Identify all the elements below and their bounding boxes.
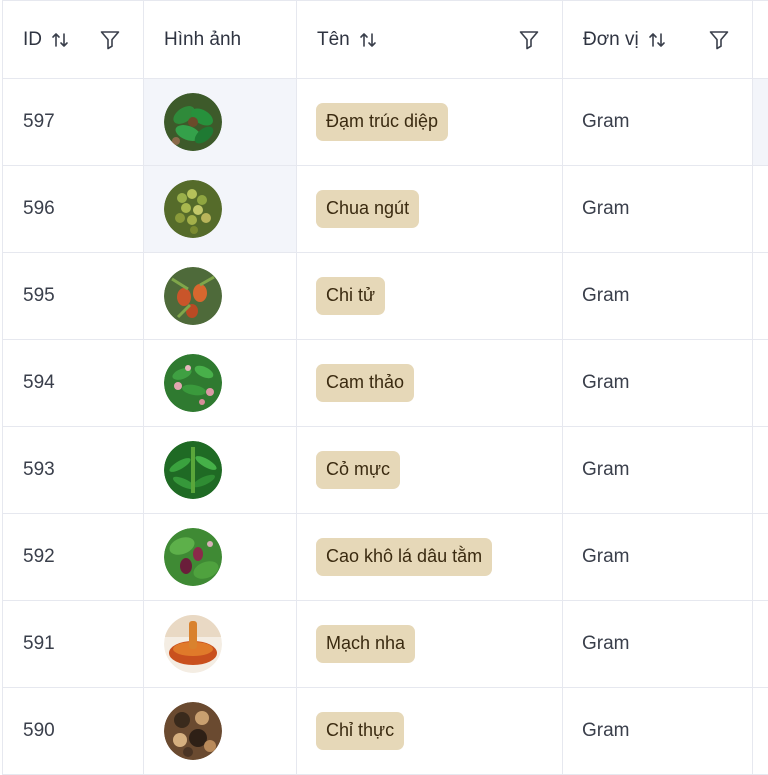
name-cell: Chi tử xyxy=(297,253,563,340)
name-tag[interactable]: Cao khô lá dâu tằm xyxy=(316,538,492,576)
image-cell xyxy=(144,253,297,340)
id-cell: 590 xyxy=(3,688,144,775)
extra-cell xyxy=(753,79,768,166)
berry-cluster-image xyxy=(164,180,222,238)
unit-cell: Gram xyxy=(563,166,753,253)
unit-cell: Gram xyxy=(563,340,753,427)
name-tag[interactable]: Chỉ thực xyxy=(316,712,404,750)
extra-cell xyxy=(753,166,768,253)
name-cell: Cỏ mực xyxy=(297,427,563,514)
image-cell xyxy=(144,340,297,427)
extra-cell xyxy=(753,253,768,340)
image-cell xyxy=(144,688,297,775)
name-tag[interactable]: Mạch nha xyxy=(316,625,415,663)
extra-cell xyxy=(753,514,768,601)
name-tag[interactable]: Cam thảo xyxy=(316,364,414,402)
sort-icon[interactable] xyxy=(50,30,70,50)
filter-icon[interactable] xyxy=(99,29,121,51)
herb-leaves-image xyxy=(164,93,222,151)
name-cell: Chỉ thực xyxy=(297,688,563,775)
column-header-image-label: Hình ảnh xyxy=(164,29,241,51)
name-tag[interactable]: Chua ngút xyxy=(316,190,419,228)
extra-cell xyxy=(753,340,768,427)
column-header-id: ID xyxy=(3,1,144,79)
table-row[interactable]: 595 Chi tử Gram xyxy=(3,253,768,340)
id-cell: 591 xyxy=(3,601,144,688)
table-row[interactable]: 591 Mạch nha Gram xyxy=(3,601,768,688)
dried-fruit-image xyxy=(164,702,222,760)
id-cell: 592 xyxy=(3,514,144,601)
image-cell xyxy=(144,79,297,166)
column-header-image: Hình ảnh xyxy=(144,1,297,79)
column-header-unit-label: Đơn vị xyxy=(583,29,639,51)
syrup-bowl-image xyxy=(164,615,222,673)
column-header-name-label: Tên xyxy=(317,29,350,51)
sort-icon[interactable] xyxy=(647,30,667,50)
id-cell: 594 xyxy=(3,340,144,427)
unit-cell: Gram xyxy=(563,253,753,340)
image-cell xyxy=(144,427,297,514)
flowering-plant-image xyxy=(164,354,222,412)
table-row[interactable]: 593 Cỏ mực Gram xyxy=(3,427,768,514)
name-tag[interactable]: Cỏ mực xyxy=(316,451,400,489)
id-cell: 595 xyxy=(3,253,144,340)
extra-cell xyxy=(753,427,768,514)
name-cell: Cam thảo xyxy=(297,340,563,427)
id-cell: 597 xyxy=(3,79,144,166)
column-header-extra xyxy=(753,1,768,79)
unit-cell: Gram xyxy=(563,427,753,514)
column-header-name: Tên xyxy=(297,1,563,79)
green-herb-image xyxy=(164,441,222,499)
table-row[interactable]: 590 Chỉ thực Gram xyxy=(3,688,768,775)
orange-fruit-image xyxy=(164,267,222,325)
filter-icon[interactable] xyxy=(518,29,540,51)
image-cell xyxy=(144,514,297,601)
image-cell xyxy=(144,601,297,688)
unit-cell: Gram xyxy=(563,601,753,688)
id-cell: 593 xyxy=(3,427,144,514)
unit-cell: Gram xyxy=(563,688,753,775)
name-cell: Mạch nha xyxy=(297,601,563,688)
name-cell: Cao khô lá dâu tằm xyxy=(297,514,563,601)
name-tag[interactable]: Đạm trúc diệp xyxy=(316,103,448,141)
column-header-unit: Đơn vị xyxy=(563,1,753,79)
sort-icon[interactable] xyxy=(358,30,378,50)
table-row[interactable]: 592 Cao khô lá dâu tằm Gram xyxy=(3,514,768,601)
extra-cell xyxy=(753,688,768,775)
name-tag[interactable]: Chi tử xyxy=(316,277,385,315)
table-row[interactable]: 594 Cam thảo Gram xyxy=(3,340,768,427)
column-header-id-label: ID xyxy=(23,29,42,51)
name-cell: Đạm trúc diệp xyxy=(297,79,563,166)
name-cell: Chua ngút xyxy=(297,166,563,253)
table-header-row: ID Hình ảnh Tên xyxy=(3,1,768,79)
table-row[interactable]: 596 Chua ngút Gram xyxy=(3,166,768,253)
table-row[interactable]: 597 Đạm trúc diệp Gram xyxy=(3,79,768,166)
unit-cell: Gram xyxy=(563,514,753,601)
unit-cell: Gram xyxy=(563,79,753,166)
filter-icon[interactable] xyxy=(708,29,730,51)
image-cell xyxy=(144,166,297,253)
mulberry-image xyxy=(164,528,222,586)
extra-cell xyxy=(753,601,768,688)
id-cell: 596 xyxy=(3,166,144,253)
